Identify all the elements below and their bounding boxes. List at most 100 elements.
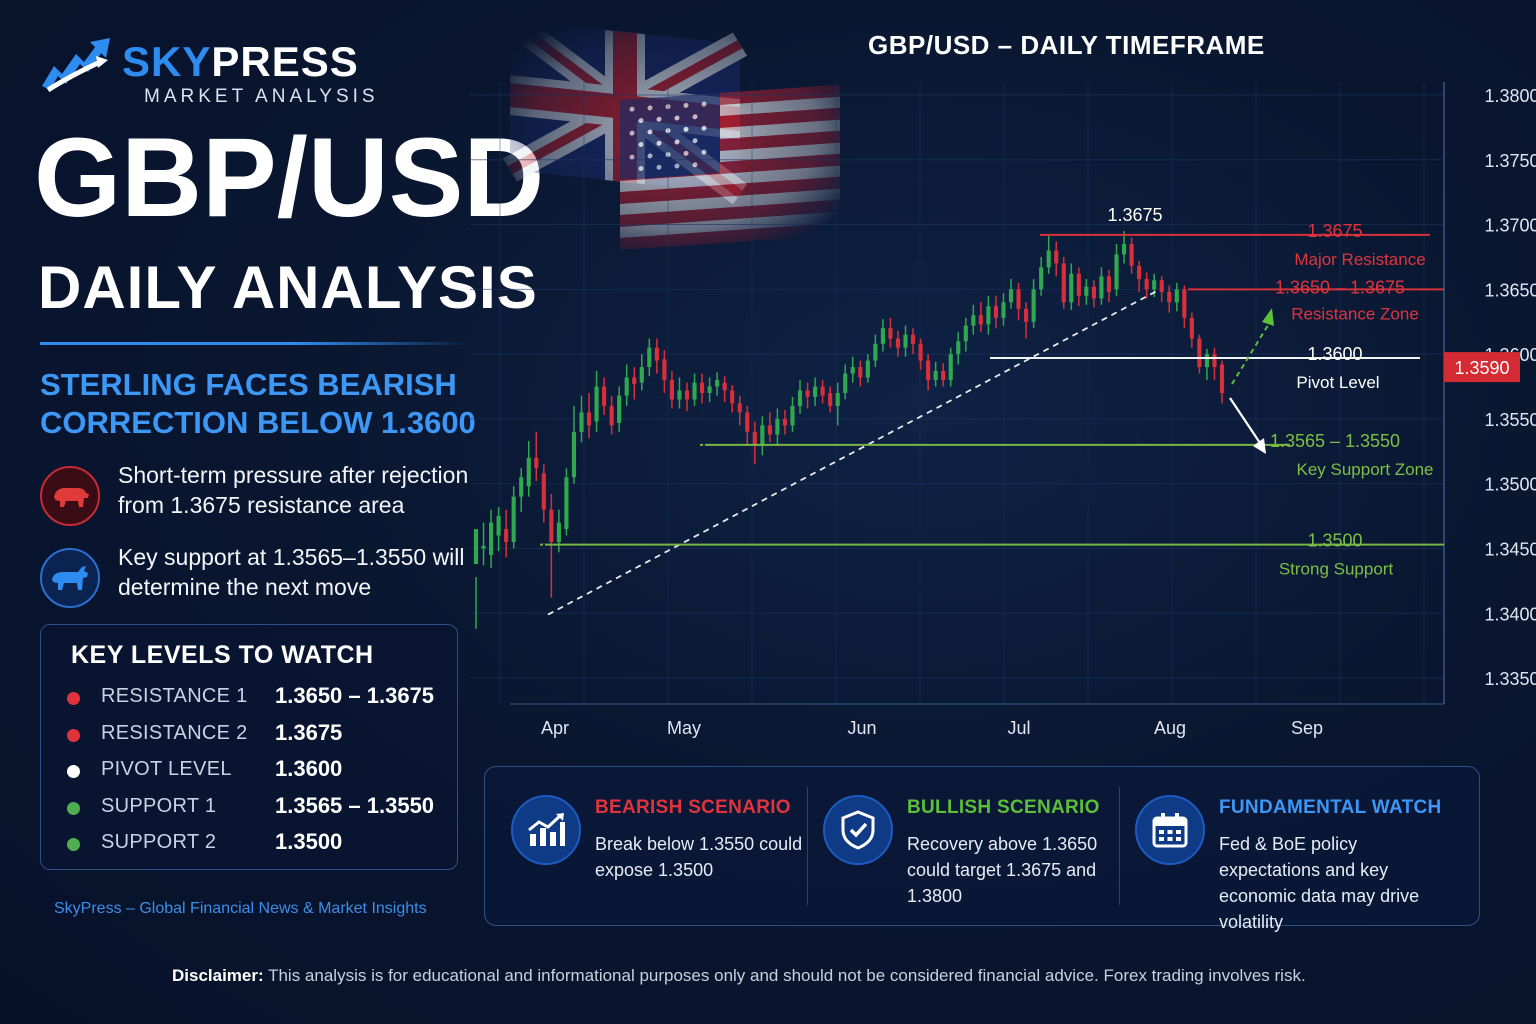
current-price-label: 1.3590 — [1454, 358, 1509, 378]
level-label: 1.3565 – 1.3550 — [1270, 431, 1400, 451]
flags-image — [502, 20, 840, 250]
candle — [978, 315, 983, 325]
scenario-bearish: BEARISH SCENARIO Break below 1.3550 coul… — [485, 791, 805, 911]
bullish-arrow — [1231, 321, 1271, 385]
candle — [873, 343, 878, 361]
bullet-bearish: Short-term pressure after rejection from… — [40, 460, 490, 526]
level-sublabel: Key Support Zone — [1296, 460, 1433, 479]
level-sublabel: Resistance Zone — [1291, 304, 1419, 323]
candle — [1167, 291, 1172, 303]
candle — [1137, 266, 1142, 279]
level-label: 1.3650 – 1.3675 — [1275, 277, 1405, 297]
candle — [534, 457, 539, 469]
candle — [1039, 267, 1044, 290]
candle — [918, 343, 923, 361]
candle — [1144, 278, 1149, 290]
candle — [1174, 289, 1179, 303]
level-dot — [67, 692, 80, 705]
candle — [737, 403, 742, 413]
candle — [835, 393, 840, 406]
candle — [933, 370, 938, 381]
candle — [1046, 250, 1051, 268]
level-value: 1.3675 — [275, 720, 343, 745]
candle — [541, 473, 546, 510]
candle — [963, 325, 968, 342]
level-dot — [67, 838, 80, 851]
x-tick-label: Aug — [1154, 718, 1186, 738]
disclaimer: Disclaimer: This analysis is for educati… — [172, 966, 1306, 986]
candle — [767, 425, 772, 435]
candle — [805, 390, 810, 397]
candle — [850, 367, 855, 374]
y-tick-label: 1.3750 — [1484, 151, 1536, 171]
bull-icon — [40, 548, 100, 608]
candle — [971, 315, 976, 326]
candle — [1001, 302, 1006, 318]
candle — [617, 395, 622, 423]
subheadline: DAILY ANALYSIS — [38, 254, 538, 321]
candle — [1084, 286, 1089, 296]
candle — [941, 370, 946, 381]
level-row: SUPPORT 1 1.3565 – 1.3550 — [67, 793, 447, 823]
candle — [843, 373, 848, 393]
level-dot — [67, 802, 80, 815]
y-tick-label: 1.3450 — [1484, 540, 1536, 560]
candle — [790, 405, 795, 426]
us-flag — [620, 84, 840, 250]
candle — [526, 457, 531, 487]
level-anchor — [543, 543, 545, 546]
tagline: STERLING FACES BEARISH CORRECTION BELOW … — [40, 367, 476, 440]
candle — [692, 382, 697, 400]
candle — [828, 393, 833, 406]
candle — [488, 522, 494, 555]
candle — [993, 306, 999, 318]
level-value: 1.3500 — [275, 829, 343, 854]
candle — [556, 522, 561, 543]
peak-label: 1.3675 — [1107, 205, 1162, 225]
candle — [813, 386, 818, 397]
candle — [1031, 289, 1036, 322]
candle — [820, 386, 825, 396]
candle — [654, 347, 659, 361]
candle — [1189, 317, 1194, 339]
scenario-bullish: BULLISH SCENARIO Recovery above 1.3650 c… — [797, 791, 1117, 911]
candle — [722, 382, 727, 391]
level-label: 1.3500 — [1307, 531, 1362, 551]
candle — [504, 529, 509, 543]
candle — [1114, 254, 1119, 290]
candle — [903, 334, 908, 348]
chart-title: GBP/USD – DAILY TIMEFRAME — [868, 30, 1265, 60]
candle — [602, 386, 607, 406]
x-tick-label: Sep — [1291, 718, 1323, 738]
candle — [586, 412, 592, 426]
candle — [910, 334, 916, 344]
scenario-divider — [807, 787, 808, 905]
candle — [858, 367, 863, 378]
candle — [1091, 286, 1096, 299]
candle — [1061, 263, 1066, 303]
scenario-fundamental: FUNDAMENTAL WATCH Fed & BoE policy expec… — [1109, 791, 1441, 932]
scenario-text: Break below 1.3550 could expose 1.3500 — [595, 834, 803, 880]
disclaimer-label: Disclaimer: — [172, 966, 264, 985]
candle — [594, 386, 599, 422]
candle — [730, 390, 735, 404]
candle — [571, 431, 577, 478]
candle — [1106, 276, 1112, 292]
candle — [1204, 354, 1210, 368]
candle — [1008, 289, 1014, 303]
x-tick-label: Apr — [541, 718, 569, 738]
level-row: RESISTANCE 2 1.3675 — [67, 720, 447, 750]
y-tick-label: 1.3350 — [1484, 669, 1536, 689]
candle — [1099, 276, 1104, 299]
level-value: 1.3650 – 1.3675 — [275, 683, 435, 708]
candle — [511, 496, 516, 543]
candle — [609, 405, 614, 426]
candle — [926, 360, 931, 381]
level-anchor — [703, 443, 705, 446]
disclaimer-text: This analysis is for educational and inf… — [268, 966, 1306, 985]
candle — [880, 328, 885, 344]
level-sublabel: Pivot Level — [1296, 373, 1379, 392]
candle — [549, 509, 554, 543]
divider — [40, 342, 470, 345]
footer-brand: SkyPress – Global Financial News & Marke… — [54, 900, 427, 917]
